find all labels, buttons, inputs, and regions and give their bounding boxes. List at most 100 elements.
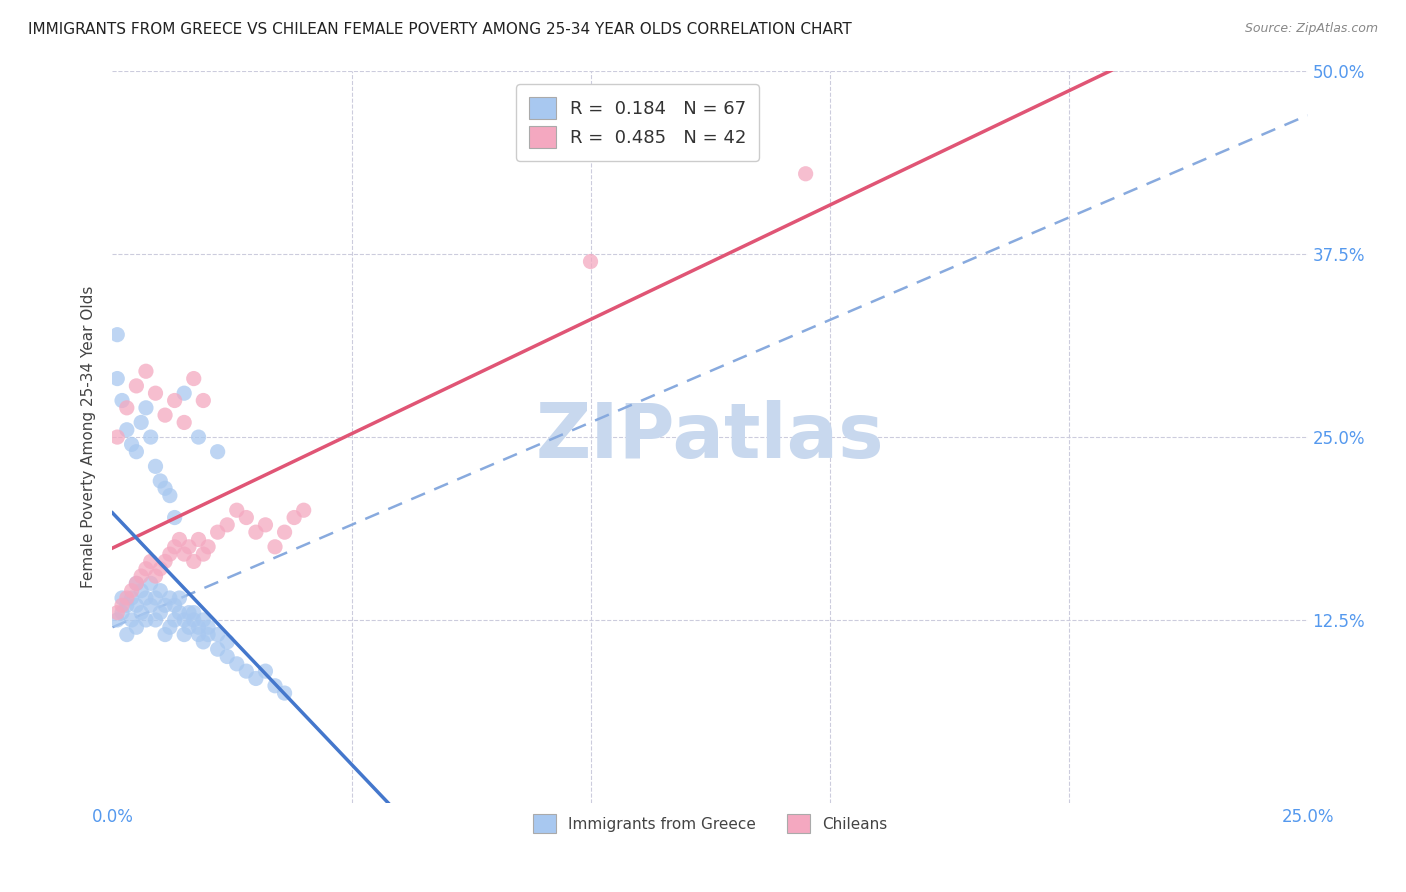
Point: [187, 430, 209, 444]
Point: [135, 562, 157, 576]
Point: [197, 540, 219, 554]
Point: [273, 525, 295, 540]
Point: [579, 254, 602, 268]
Point: [105, 430, 128, 444]
Point: [111, 591, 134, 605]
Point: [193, 635, 215, 649]
Point: [193, 613, 215, 627]
Point: [183, 606, 205, 620]
Point: [153, 599, 176, 613]
Point: [163, 510, 186, 524]
Point: [169, 606, 191, 620]
Point: [283, 510, 305, 524]
Point: [139, 430, 162, 444]
Point: [245, 525, 267, 540]
Point: [193, 393, 215, 408]
Point: [125, 620, 148, 634]
Point: [135, 613, 157, 627]
Point: [173, 386, 195, 401]
Point: [121, 613, 143, 627]
Point: [149, 606, 172, 620]
Point: [111, 599, 134, 613]
Point: [111, 393, 134, 408]
Legend: Immigrants from Greece, Chileans: Immigrants from Greece, Chileans: [527, 808, 893, 839]
Point: [115, 401, 138, 415]
Point: [292, 503, 315, 517]
Point: [149, 583, 172, 598]
Point: [135, 364, 157, 378]
Point: [173, 627, 195, 641]
Point: [177, 606, 200, 620]
Point: [153, 627, 176, 641]
Point: [149, 562, 172, 576]
Point: [135, 401, 157, 415]
Point: [145, 569, 167, 583]
Point: [163, 613, 186, 627]
Point: [139, 576, 162, 591]
Point: [173, 547, 195, 561]
Point: [105, 327, 128, 342]
Text: IMMIGRANTS FROM GREECE VS CHILEAN FEMALE POVERTY AMONG 25-34 YEAR OLDS CORRELATI: IMMIGRANTS FROM GREECE VS CHILEAN FEMALE…: [28, 22, 852, 37]
Point: [207, 525, 229, 540]
Point: [177, 620, 200, 634]
Y-axis label: Female Poverty Among 25-34 Year Olds: Female Poverty Among 25-34 Year Olds: [80, 286, 96, 588]
Point: [105, 613, 128, 627]
Point: [139, 554, 162, 568]
Point: [121, 591, 143, 605]
Point: [125, 599, 148, 613]
Point: [225, 657, 247, 671]
Point: [197, 620, 219, 634]
Point: [193, 547, 215, 561]
Point: [121, 437, 143, 451]
Point: [159, 547, 181, 561]
Point: [145, 591, 167, 605]
Point: [153, 481, 176, 495]
Point: [217, 649, 239, 664]
Point: [183, 371, 205, 385]
Point: [187, 627, 209, 641]
Point: [245, 672, 267, 686]
Point: [264, 540, 287, 554]
Point: [153, 554, 176, 568]
Point: [169, 533, 191, 547]
Point: [105, 371, 128, 385]
Point: [235, 510, 257, 524]
Point: [235, 664, 257, 678]
Point: [207, 642, 229, 657]
Point: [145, 459, 167, 474]
Point: [125, 576, 148, 591]
Point: [264, 679, 287, 693]
Point: [163, 599, 186, 613]
Point: [159, 591, 181, 605]
Point: [183, 554, 205, 568]
Point: [173, 613, 195, 627]
Point: [153, 408, 176, 422]
Point: [121, 583, 143, 598]
Point: [163, 393, 186, 408]
Point: [187, 620, 209, 634]
Point: [129, 583, 152, 598]
Point: [217, 517, 239, 532]
Point: [173, 416, 195, 430]
Point: [149, 474, 172, 488]
Point: [145, 613, 167, 627]
Point: [125, 444, 148, 458]
Text: Source: ZipAtlas.com: Source: ZipAtlas.com: [1244, 22, 1378, 36]
Point: [254, 664, 277, 678]
Point: [273, 686, 295, 700]
Point: [177, 540, 200, 554]
Point: [111, 606, 134, 620]
Point: [794, 167, 817, 181]
Point: [145, 386, 167, 401]
Point: [125, 379, 148, 393]
Point: [159, 620, 181, 634]
Text: ZIPatlas: ZIPatlas: [536, 401, 884, 474]
Point: [115, 591, 138, 605]
Point: [125, 576, 148, 591]
Point: [129, 606, 152, 620]
Point: [183, 613, 205, 627]
Point: [129, 416, 152, 430]
Point: [197, 627, 219, 641]
Point: [139, 599, 162, 613]
Point: [169, 591, 191, 605]
